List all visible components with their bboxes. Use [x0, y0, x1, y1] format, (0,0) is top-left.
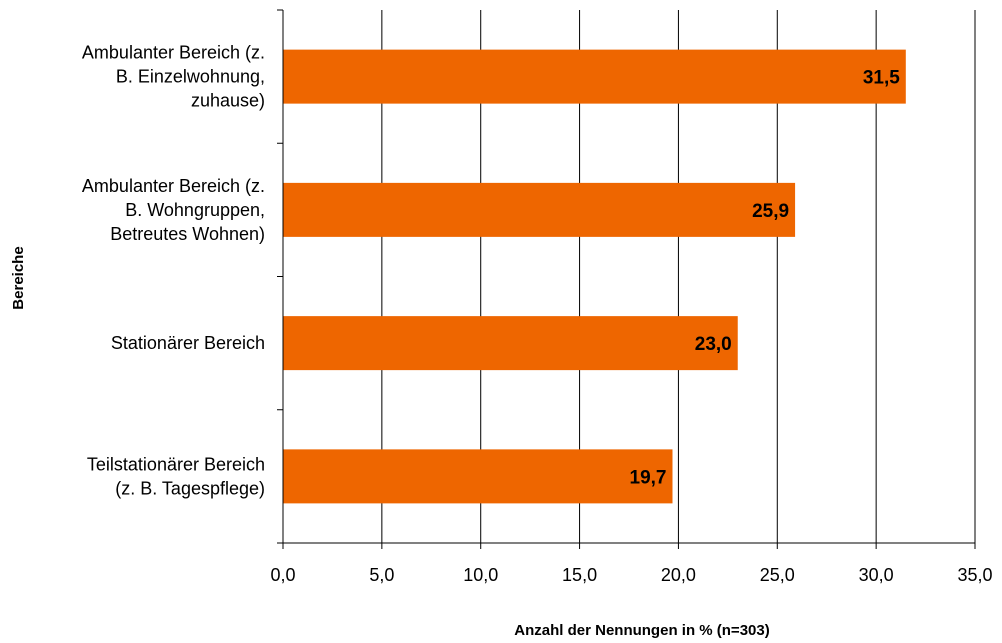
- labels: 0,0 5,0 10,0 15,0 20,0 25,0 30,0 35,0 31,5 Ambula…: [82, 43, 993, 585]
- x-tick-label: 20,0: [661, 565, 696, 585]
- x-tick-label: 35,0: [957, 565, 992, 585]
- x-tick-label: 30,0: [859, 565, 894, 585]
- bar: [283, 449, 673, 504]
- data-label: 31,5: [863, 68, 900, 89]
- x-tick-label: 10,0: [463, 565, 498, 585]
- bar: [283, 49, 906, 104]
- bars: [283, 49, 906, 504]
- axes: [277, 9, 976, 549]
- data-label: 23,0: [695, 334, 732, 355]
- x-tick-label: 25,0: [760, 565, 795, 585]
- data-label: 19,7: [630, 467, 667, 488]
- category-label: Stationärer Bereich: [111, 333, 265, 353]
- bar: [283, 316, 738, 371]
- category-label: Teilstationärer Bereich (z. B. Tagespfleg…: [87, 454, 265, 498]
- category-label: Ambulanter Bereich (z. B. Wohngruppen, Bet…: [82, 176, 265, 244]
- x-axis-title: Anzahl der Nennungen in % (n=303): [514, 622, 769, 639]
- bar: [283, 182, 796, 237]
- data-label: 25,9: [752, 201, 789, 222]
- x-tick-label: 5,0: [369, 565, 394, 585]
- category-label: Ambulanter Bereich (z. B. Einzelwohnung, z…: [82, 43, 265, 111]
- x-tick-label: 0,0: [270, 565, 295, 585]
- y-axis-title: Bereiche: [10, 246, 27, 309]
- x-tick-label: 15,0: [562, 565, 597, 585]
